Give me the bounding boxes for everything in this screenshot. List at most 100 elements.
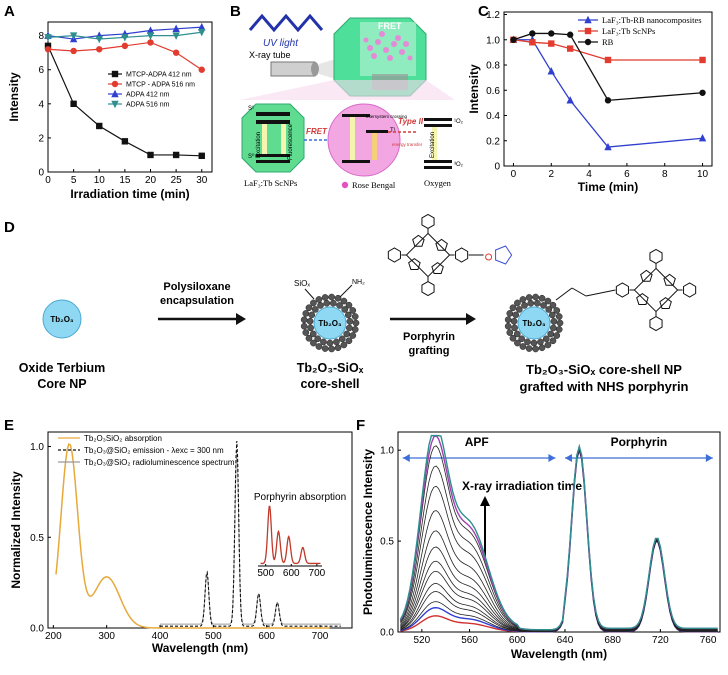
chart-a-x-tick-label: 30: [196, 175, 208, 186]
chart-a-legend-label: ADPA 516 nm: [126, 102, 170, 109]
chart-c-point: [548, 30, 555, 37]
chart-e-radioluminescence-curve: [160, 451, 341, 625]
porphyrin-top-pyrrole-ring: [412, 234, 425, 247]
chart-e-x-tick-label: 300: [98, 631, 115, 642]
grafted-bead: [519, 296, 527, 303]
chart-a-y-tick-label: 8: [38, 31, 44, 42]
grafted-bead: [525, 345, 533, 352]
chart-a-point: [44, 34, 52, 42]
grafted-core: [517, 306, 551, 340]
chart-a-point: [198, 152, 205, 160]
chart-c-x-tick-label: 6: [624, 169, 630, 180]
grafted-bead: [530, 339, 538, 347]
encapsulation-label-2: encapsulation: [160, 295, 234, 307]
grafted-bead: [547, 330, 555, 338]
porphyrin-grafted-pyrrole-ring: [640, 269, 653, 282]
chart-a-point: [172, 49, 180, 56]
grafting-label-2: grafting: [409, 345, 450, 357]
chart-c-point: [529, 39, 536, 46]
chart-c-y-tick-label: 0.4: [486, 111, 500, 122]
grafted-bead: [509, 304, 517, 312]
core-shell-bead: [323, 299, 331, 307]
chart-a-x-axis-label: Irradiation time (min): [70, 187, 189, 201]
chart-f-y-tick-label: 0.5: [380, 537, 394, 548]
core-np-label-1: Oxide Terbium: [19, 361, 106, 375]
chart-a-point: [198, 22, 206, 31]
chart-f-y-tick-label: 0.0: [380, 628, 394, 639]
grafted-bead: [512, 311, 520, 319]
chart-a-point: [69, 32, 78, 40]
core-shell-bead: [336, 302, 343, 309]
chart-e-legend-label: Tb₂O₃@SiO₂ emission - λexc = 300 nm: [84, 446, 224, 455]
chart-e-absorption-curve: [55, 442, 330, 629]
chart-c-point: [698, 134, 707, 142]
siox-pointer: [304, 288, 315, 300]
grafted-bead: [538, 294, 546, 302]
chart-e-x-tick-label: 600: [258, 631, 275, 642]
chart-e-x-tick-label: 700: [312, 631, 329, 642]
uv-light-label: UV light: [263, 38, 299, 49]
core-shell-bead: [345, 337, 353, 345]
chart-c-series-line: [513, 39, 703, 148]
panel-b-schematic: UV light X-ray tube FRET: [240, 13, 464, 190]
chart-a-point: [121, 34, 129, 42]
porphyrin-top-pyrrole-ring: [435, 238, 448, 251]
chart-f-annotation: X-ray irradiation time: [462, 479, 582, 493]
chart-a-x-tick-label: 10: [94, 175, 106, 186]
chart-f-x-tick-label: 640: [557, 635, 574, 646]
panel-d-schematic: Tb₂O₃ Oxide Terbium Core NP Polysiloxane…: [19, 213, 697, 394]
core-shell-label-1: Tb₂O₃-SiOₓ: [297, 361, 364, 375]
chart-c-y-tick-label: 1.2: [486, 10, 500, 21]
chart-c-point: [604, 142, 612, 151]
panel-label-f: F: [356, 417, 365, 434]
core-shell-bead: [344, 311, 352, 319]
oxygen-energy-diagram: [424, 118, 452, 169]
porphyrin-grafted-pyrrole-ring: [636, 292, 649, 305]
chart-e-inset-curve: [260, 505, 321, 565]
grafted-linker-bond: [585, 289, 616, 297]
chart-a-plot-frame: [47, 21, 213, 173]
core-shell-bead: [343, 330, 351, 338]
chart-c-legend-marker: [584, 27, 592, 35]
isc-label: intersystem crossing: [366, 114, 408, 119]
chart-e-legend-label: Tb₂O₃SiO₂ absorption: [84, 434, 162, 443]
chart-a-point: [70, 100, 77, 108]
porphyrin-top-pyrrole-ring: [431, 261, 444, 274]
encapsulation-label-1: Polysiloxane: [163, 281, 230, 293]
chart-e-inset-title: Porphyrin absorption: [254, 492, 346, 503]
core-shell-bead: [317, 302, 324, 309]
chart-e-emission-curve: [160, 441, 341, 627]
grafted-linker-bond: [555, 287, 573, 301]
amine-bond: [339, 284, 353, 298]
chart-c-x-axis-label: Time (min): [578, 180, 638, 194]
grafted-bead: [545, 306, 553, 313]
zoom-funnel: [240, 80, 455, 100]
chart-f-apf-label: APF: [465, 435, 489, 449]
nhs-porphyrin-molecule: [387, 213, 513, 297]
chart-e-y-tick-label: 1.0: [30, 442, 44, 453]
core-shell-bead: [340, 297, 348, 305]
porphyrin-top-pyrrole-ring: [408, 257, 421, 270]
chart-c-x-tick-label: 4: [586, 169, 592, 180]
core-shell-bead: [349, 307, 357, 314]
chart-f-plot-frame: [397, 431, 721, 633]
s0-label: S⁰: [248, 153, 255, 160]
chart-e-x-tick-label: 500: [205, 631, 222, 642]
grafted-bead: [510, 317, 518, 325]
chart-f-x-tick-label: 760: [700, 635, 717, 646]
chart-f-x-tick-label: 720: [652, 635, 669, 646]
chart-a-point: [96, 122, 103, 130]
chart-a-legend-label: ADPA 412 nm: [126, 92, 170, 99]
chart-c-x-tick-label: 10: [697, 169, 709, 180]
core-shell-bead: [302, 329, 310, 336]
grafting-arrow: [390, 313, 476, 325]
chart-f-y-tick-label: 1.0: [380, 446, 394, 457]
porphyrin-grafted-phenyl-ring: [649, 316, 663, 332]
porphyrin-top-phenyl-ring: [455, 247, 469, 263]
chart-f: 520 560 600 640 680 720 760 0.0 0.5 1.0 Wavelength…: [361, 431, 721, 661]
chart-a: 0 5 10 15 20 25 30 0 2 4 6 8 Irradiation time (min) I…: [7, 21, 213, 201]
chart-c-point: [604, 56, 612, 64]
type2-label: Type II: [398, 117, 424, 126]
core-shell-bead: [328, 345, 335, 353]
chart-a-point: [172, 151, 180, 159]
